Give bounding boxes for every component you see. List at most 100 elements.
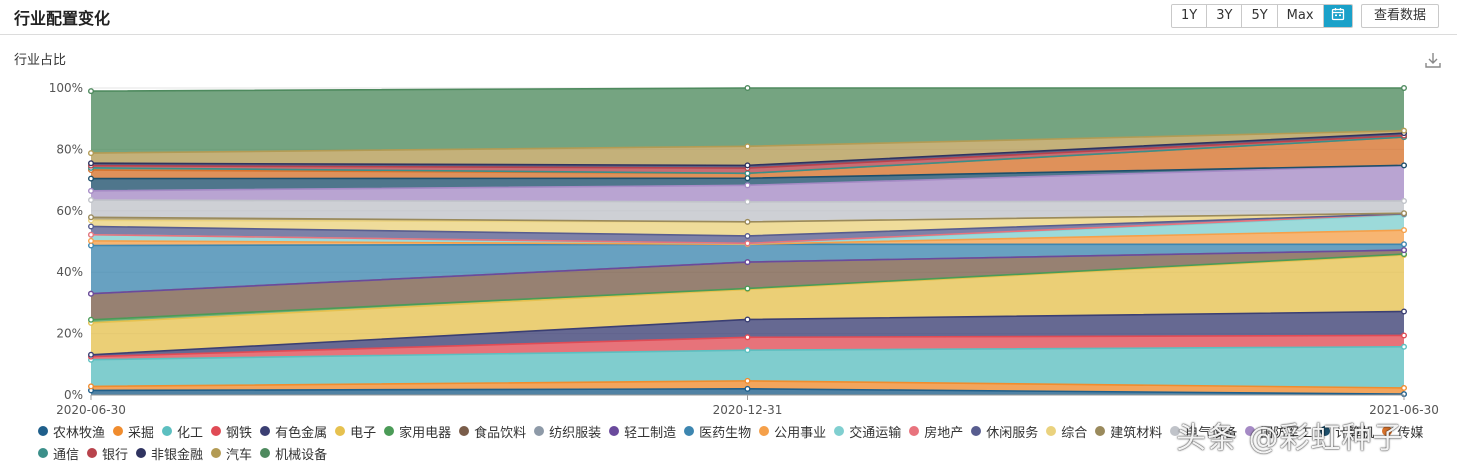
calendar-button[interactable] [1323,5,1352,27]
legend-item[interactable]: 银行 [87,442,128,464]
legend-label: 休闲服务 [986,425,1039,441]
legend-label: 有色金属 [275,425,328,441]
data-point-有色金属 [1400,308,1407,315]
area-非银金融 [91,133,1404,169]
legend-label: 钢铁 [226,425,253,441]
area-机械设备 [91,88,1404,154]
legend-item[interactable]: 电子 [335,420,376,442]
legend-swatch [87,448,98,458]
legend-label: 轻工制造 [624,425,677,441]
legend-label: 建筑材料 [1110,425,1163,441]
legend-label: 银行 [102,447,129,463]
legend-item[interactable]: 钢铁 [211,420,252,442]
legend-item[interactable]: 农林牧渔 [38,420,105,442]
legend-label: 纺织服装 [549,425,602,441]
x-tick-label: 2020-12-31 [713,403,783,417]
data-point-计算机 [87,175,94,182]
stacked-area-chart: 0% 20% 40% 60% 80% 100% 2020-06-30 2020-12-31 20… [49,81,1439,417]
data-point-采掘 [1400,384,1407,391]
data-point-房地产 [744,240,751,247]
legend-item[interactable]: 综合 [1046,420,1087,442]
legend-label: 家用电器 [399,425,452,441]
header-bar: 行业配置变化 1Y 3Y 5Y Max 查看数据 [0,0,1457,35]
legend-label: 交通运输 [849,425,902,441]
legend-swatch [113,426,124,436]
data-point-国防军工 [744,182,751,189]
data-point-家用电器 [744,285,751,292]
data-point-计算机 [1400,162,1407,169]
data-point-钢铁 [1400,332,1407,339]
data-point-采掘 [744,377,751,384]
area-电子 [91,255,1404,355]
legend-swatch [384,426,395,436]
legend-label: 公用事业 [774,425,827,441]
legend-swatch [162,426,173,436]
data-point-轻工制造 [87,290,94,297]
area-休闲服务 [91,213,1404,244]
legend-item[interactable]: 通信 [38,442,79,464]
legend-item[interactable]: 纺织服装 [534,420,601,442]
legend-label: 化工 [177,425,204,441]
legend-item[interactable]: 国防军工 [1245,420,1312,442]
legend-label: 非银金融 [151,447,204,463]
x-tick-label: 2021-06-30 [1369,403,1439,417]
legend-swatch [1245,426,1256,436]
legend-swatch [1095,426,1106,436]
legend-item[interactable]: 计算机 [1320,420,1374,442]
legend-item[interactable]: 电气设备 [1170,420,1237,442]
download-icon[interactable] [1424,51,1442,69]
data-point-医药生物 [1400,241,1407,248]
data-point-休闲服务 [744,232,751,239]
range-3y-button[interactable]: 3Y [1207,5,1243,27]
range-5y-button[interactable]: 5Y [1242,5,1278,27]
data-point-电气设备 [1400,197,1407,204]
legend-label: 传媒 [1397,425,1424,441]
legend-label: 计算机 [1335,425,1375,441]
view-data-button[interactable]: 查看数据 [1361,4,1440,28]
legend-item[interactable]: 汽车 [211,442,252,464]
legend-item[interactable]: 机械设备 [260,442,327,464]
data-point-电气设备 [87,197,94,204]
legend-item[interactable]: 采掘 [113,420,154,442]
legend-swatch [609,426,620,436]
legend-label: 通信 [53,447,80,463]
legend-swatch [211,426,222,436]
area-有色金属 [91,311,1404,357]
legend-item[interactable]: 休闲服务 [971,420,1038,442]
legend-label: 国防军工 [1260,425,1313,441]
range-max-button[interactable]: Max [1277,5,1324,27]
legend-swatch [534,426,545,436]
legend-item[interactable]: 食品饮料 [459,420,526,442]
legend-item[interactable]: 化工 [162,420,203,442]
legend-label: 机械设备 [275,447,328,463]
legend-label: 汽车 [226,447,253,463]
data-point-家用电器 [87,316,94,323]
legend-label: 电气设备 [1185,425,1238,441]
legend-label: 综合 [1061,425,1088,441]
legend-swatch [684,426,695,436]
data-point-汽车 [1400,127,1407,134]
legend-item[interactable]: 建筑材料 [1095,420,1162,442]
legend-swatch [38,448,48,458]
legend-item[interactable]: 家用电器 [384,420,451,442]
range-1y-button[interactable]: 1Y [1172,5,1208,27]
legend-item[interactable]: 房地产 [909,420,963,442]
legend-item[interactable]: 非银金融 [136,442,203,464]
y-tick-label: 20% [56,327,83,341]
data-point-农林牧渔 [744,385,751,392]
legend-item[interactable]: 传媒 [1382,420,1423,442]
legend-swatch [459,426,470,436]
legend-swatch [1382,426,1393,436]
y-tick-label: 60% [56,204,83,218]
data-point-化工 [1400,343,1407,350]
legend-item[interactable]: 有色金属 [260,420,327,442]
legend-item[interactable]: 交通运输 [834,420,901,442]
legend-label: 医药生物 [699,425,752,441]
legend-item[interactable]: 公用事业 [759,420,826,442]
data-point-有色金属 [87,351,94,358]
legend-swatch [260,448,271,458]
data-point-机械设备 [87,88,94,95]
legend-item[interactable]: 医药生物 [684,420,751,442]
y-tick-label: 80% [56,142,83,156]
legend-item[interactable]: 轻工制造 [609,420,676,442]
